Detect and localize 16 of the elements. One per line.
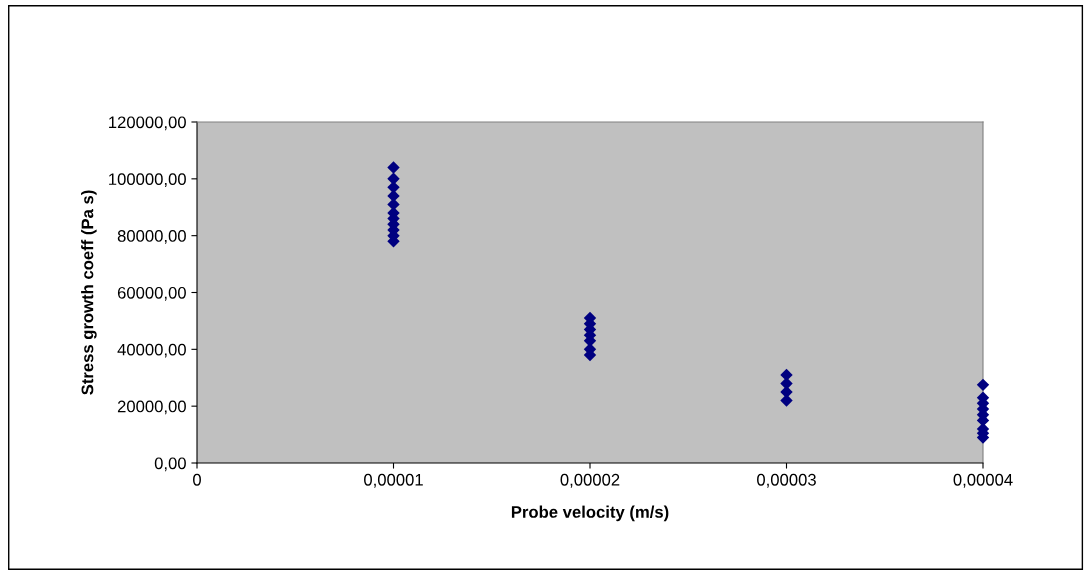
- point: [976, 378, 990, 392]
- y-tick-label: 0,00: [154, 457, 186, 472]
- y-tick-label: 80000,00: [117, 230, 186, 244]
- y-axis-title: Stress growth coeff (Pa s): [81, 190, 97, 395]
- y-tick-label: 20000,00: [117, 400, 186, 415]
- x-tick-label: 0,00001: [364, 473, 423, 488]
- y-tick-label: 100000,00: [109, 173, 186, 188]
- point: [387, 161, 400, 174]
- x-tick-label: 0,00003: [757, 473, 816, 488]
- x-tick-label: 0,00004: [953, 473, 1013, 488]
- x-tick-label: 0,00002: [560, 473, 620, 488]
- x-tick-label: 0: [193, 473, 201, 486]
- x-axis-title: Probe velocity (m/s): [511, 505, 669, 522]
- y-tick-label: 40000,00: [117, 343, 186, 358]
- y-tick-label: 60000,00: [117, 286, 186, 301]
- y-tick-label: 120000,00: [109, 116, 186, 131]
